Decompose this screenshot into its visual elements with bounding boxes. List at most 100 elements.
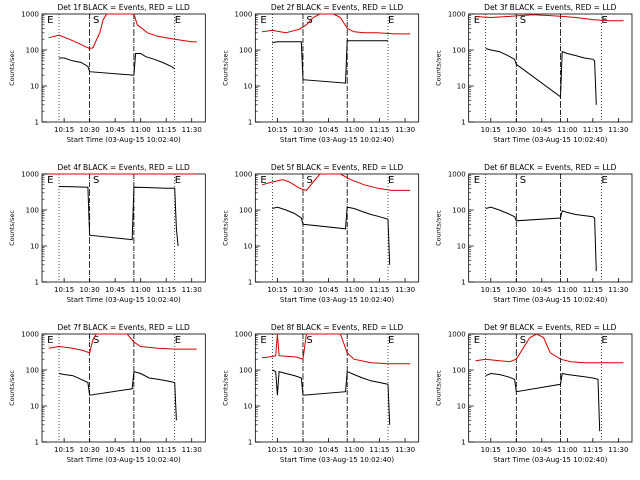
x-tick-label: 11:15 <box>156 126 176 134</box>
y-tick-label: 1000 <box>448 331 466 339</box>
y-tick-label: 10 <box>457 83 466 91</box>
interval-marker-e: E <box>601 175 607 186</box>
y-axis-label: Counts/sec <box>8 50 16 86</box>
series-lld-line <box>48 333 197 354</box>
y-tick-label: 100 <box>452 367 465 375</box>
series-lld-line <box>475 333 624 364</box>
x-tick-label: 10:15 <box>481 286 501 294</box>
interval-marker-e: E <box>175 15 181 26</box>
x-tick-label: 10:30 <box>293 446 313 454</box>
x-tick-label: 10:30 <box>80 446 100 454</box>
panel-title: Det 3f BLACK = Events, RED = LLD <box>484 3 617 12</box>
panel-title: Det 7f BLACK = Events, RED = LLD <box>58 323 191 332</box>
x-tick-label: 10:15 <box>54 126 74 134</box>
x-tick-label: 11:00 <box>344 286 364 294</box>
x-tick-label: 11:15 <box>369 286 389 294</box>
x-tick-label: 11:30 <box>182 286 202 294</box>
y-tick-label: 1 <box>35 439 39 447</box>
detector-panel-7: Det 7f BLACK = Events, RED = LLD 1 10 100 10… <box>8 323 206 464</box>
y-tick-label: 1 <box>248 439 252 447</box>
y-tick-label: 10 <box>30 403 39 411</box>
series-lld-line <box>48 13 197 50</box>
panel-title: Det 1f BLACK = Events, RED = LLD <box>58 3 191 12</box>
x-tick-label: 11:00 <box>131 286 151 294</box>
y-axis-label: Counts/sec <box>221 210 229 246</box>
series-events-line <box>58 186 179 247</box>
interval-marker-s: S <box>93 335 99 346</box>
x-tick-label: 11:15 <box>583 126 603 134</box>
y-tick-label: 10 <box>457 243 466 251</box>
x-tick-label: 10:30 <box>80 126 100 134</box>
y-tick-label: 10 <box>243 403 252 411</box>
x-tick-label: 11:30 <box>395 286 415 294</box>
plot-frame <box>41 13 206 123</box>
x-tick-label: 11:15 <box>156 446 176 454</box>
x-tick-label: 10:45 <box>318 286 338 294</box>
series-events-line <box>485 372 601 432</box>
y-axis-label: Counts/sec <box>435 210 443 246</box>
interval-marker-e: E <box>260 335 266 346</box>
plot-frame <box>468 333 633 443</box>
y-axis-label: Counts/sec <box>435 50 443 86</box>
x-tick-label: 10:15 <box>54 446 74 454</box>
x-tick-label: 10:45 <box>532 446 552 454</box>
detector-panel-6: Det 6f BLACK = Events, RED = LLD 1 10 100 10… <box>435 163 633 304</box>
plot-frame <box>41 173 206 283</box>
y-tick-label: 1 <box>461 119 465 127</box>
panel-title: Det 9f BLACK = Events, RED = LLD <box>484 323 617 332</box>
y-tick-label: 100 <box>452 207 465 215</box>
series-events-line <box>59 53 175 76</box>
y-tick-label: 100 <box>239 207 252 215</box>
y-tick-label: 100 <box>26 47 39 55</box>
interval-marker-e: E <box>474 15 480 26</box>
y-tick-label: 1 <box>461 439 465 447</box>
interval-marker-e: E <box>175 175 181 186</box>
x-tick-label: 10:15 <box>267 126 287 134</box>
detector-panel-5: Det 5f BLACK = Events, RED = LLD 1 10 100 10… <box>221 163 420 304</box>
panel-title: Det 8f BLACK = Events, RED = LLD <box>271 323 404 332</box>
interval-marker-e: E <box>47 175 53 186</box>
x-tick-label: 10:30 <box>506 286 526 294</box>
y-tick-label: 10 <box>243 243 252 251</box>
x-axis-label: Start Time (03-Aug-15 10:02:40) <box>67 456 181 464</box>
x-tick-label: 11:15 <box>583 286 603 294</box>
y-tick-label: 100 <box>452 47 465 55</box>
interval-marker-e: E <box>260 175 266 186</box>
y-tick-label: 1 <box>35 119 39 127</box>
y-tick-label: 1000 <box>21 331 39 339</box>
x-tick-label: 10:45 <box>318 446 338 454</box>
interval-marker-s: S <box>306 335 312 346</box>
plot-frame <box>254 333 420 443</box>
series-events-line <box>272 369 391 425</box>
y-tick-label: 100 <box>26 207 39 215</box>
plot-frame <box>41 333 206 443</box>
x-tick-label: 10:15 <box>481 446 501 454</box>
x-tick-label: 11:00 <box>131 446 151 454</box>
panel-title: Det 2f BLACK = Events, RED = LLD <box>271 3 404 12</box>
x-axis-label: Start Time (03-Aug-15 10:02:40) <box>493 456 607 464</box>
detector-panel-2: Det 2f BLACK = Events, RED = LLD 1 10 100 10… <box>221 3 420 144</box>
interval-marker-e: E <box>47 15 53 26</box>
x-axis-label: Start Time (03-Aug-15 10:02:40) <box>280 136 394 144</box>
interval-marker-s: S <box>306 175 312 186</box>
interval-marker-e: E <box>388 15 394 26</box>
x-tick-label: 10:45 <box>318 126 338 134</box>
y-axis-label: Counts/sec <box>221 50 229 86</box>
interval-marker-e: E <box>175 335 181 346</box>
plot-frame <box>468 13 633 123</box>
y-tick-label: 1 <box>461 279 465 287</box>
x-tick-label: 10:15 <box>267 446 287 454</box>
interval-marker-s: S <box>93 15 99 26</box>
x-tick-label: 11:30 <box>608 286 628 294</box>
x-tick-label: 11:30 <box>608 446 628 454</box>
series-events-line <box>485 206 597 272</box>
interval-marker-s: S <box>93 175 99 186</box>
plot-frame <box>468 173 633 283</box>
interval-marker-e: E <box>388 335 394 346</box>
interval-marker-e: E <box>388 175 394 186</box>
interval-marker-e: E <box>474 175 480 186</box>
x-tick-label: 11:30 <box>395 446 415 454</box>
y-tick-label: 1000 <box>448 171 466 179</box>
x-tick-label: 11:15 <box>369 446 389 454</box>
interval-marker-s: S <box>520 175 526 186</box>
